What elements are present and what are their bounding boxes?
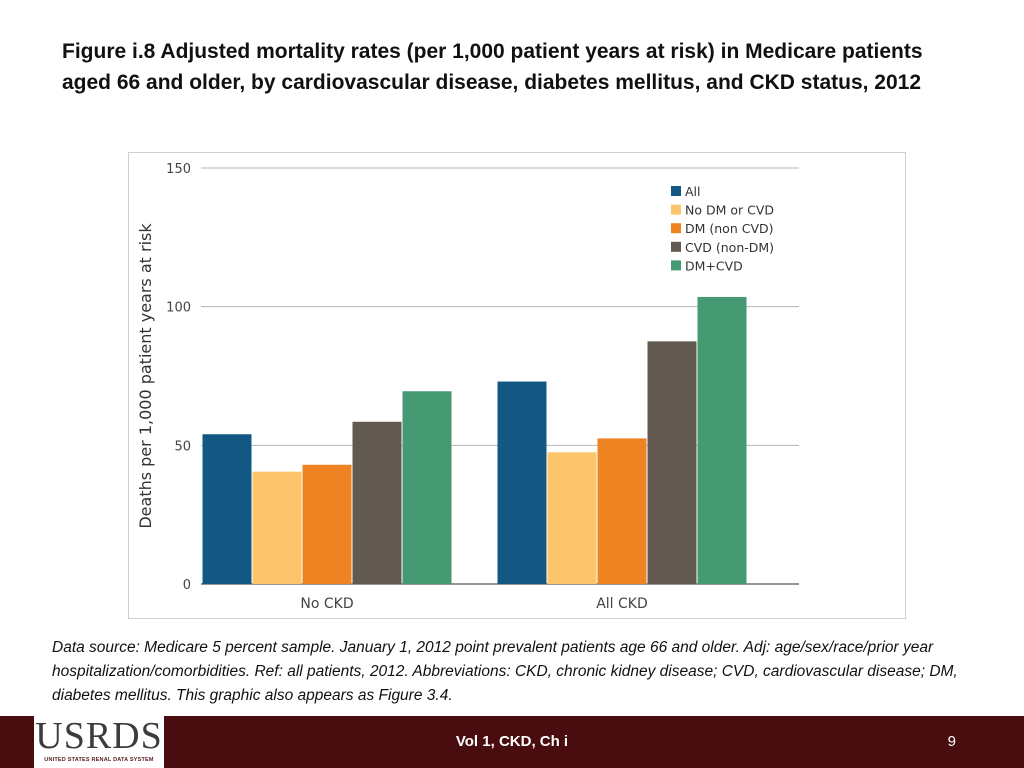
page-number: 9	[947, 733, 956, 750]
bar-no-ckd-dm-cvd	[402, 391, 452, 584]
bar-no-ckd-all	[202, 434, 252, 584]
logo-subtext: UNITED STATES RENAL DATA SYSTEM	[44, 757, 154, 763]
y-tick-label: 0	[183, 578, 191, 593]
data-source-caption: Data source: Medicare 5 percent sample. …	[52, 639, 958, 704]
legend-label: CVD (non-DM)	[685, 240, 774, 255]
y-tick-label: 150	[166, 162, 191, 177]
usrds-logo: USRDS UNITED STATES RENAL DATA SYSTEM	[34, 712, 164, 768]
legend-label: DM (non CVD)	[685, 221, 774, 236]
y-axis-title: Deaths per 1,000 patient years at risk	[136, 223, 155, 529]
bar-no-ckd-dm-non-cvd-	[302, 464, 352, 584]
bar-no-ckd-no-dm-or-cvd	[252, 471, 302, 584]
legend-swatch	[671, 204, 681, 215]
x-category-label: All CKD	[596, 596, 648, 612]
bar-all-ckd-cvd-non-dm-	[647, 341, 697, 584]
footer-volume-label: Vol 1, CKD, Ch i	[455, 733, 569, 750]
bar-all-ckd-no-dm-or-cvd	[547, 452, 597, 584]
x-category-label: No CKD	[300, 596, 353, 612]
legend-label: All	[685, 184, 701, 199]
legend-swatch	[671, 186, 681, 196]
bar-all-ckd-dm-non-cvd-	[597, 438, 647, 584]
legend-label: No DM or CVD	[685, 203, 774, 218]
bar-chart: 0 50 100 150 Deaths per 1,000 patient years …	[136, 162, 799, 612]
logo-wordmark: USRDS	[35, 715, 163, 757]
footer-bar	[0, 716, 1024, 768]
bar-all-ckd-dm-cvd	[697, 296, 747, 584]
y-tick-label: 50	[174, 439, 191, 454]
legend-label: DM+CVD	[685, 258, 743, 273]
legend-swatch	[671, 223, 681, 234]
y-tick-label: 100	[166, 301, 191, 316]
legend-swatch	[671, 260, 681, 271]
bar-all-ckd-all	[497, 381, 547, 584]
legend-swatch	[671, 241, 681, 252]
chart-frame: 0 50 100 150 Deaths per 1,000 patient years …	[128, 152, 906, 619]
bar-no-ckd-cvd-non-dm-	[352, 421, 402, 584]
slide-title: Figure i.8 Adjusted mortality rates (per…	[62, 40, 923, 94]
